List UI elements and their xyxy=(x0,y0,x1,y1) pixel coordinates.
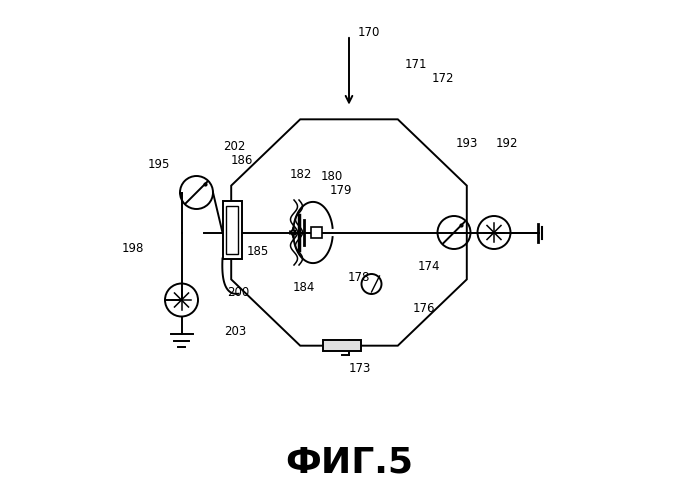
Text: 171: 171 xyxy=(405,58,427,71)
Text: 203: 203 xyxy=(225,325,247,338)
Text: ФИГ.5: ФИГ.5 xyxy=(285,446,413,480)
Bar xyxy=(311,227,322,238)
Bar xyxy=(323,340,360,351)
Text: 200: 200 xyxy=(227,286,249,299)
Text: 180: 180 xyxy=(320,170,343,182)
Text: 193: 193 xyxy=(456,137,478,150)
Bar xyxy=(226,206,238,254)
Text: 170: 170 xyxy=(358,26,380,39)
Text: 186: 186 xyxy=(231,154,253,166)
Text: 172: 172 xyxy=(431,72,454,85)
Text: 184: 184 xyxy=(293,281,315,294)
Text: 178: 178 xyxy=(348,271,371,284)
Text: 195: 195 xyxy=(148,158,170,172)
Text: 185: 185 xyxy=(247,245,269,258)
Text: 173: 173 xyxy=(349,362,371,376)
Text: 176: 176 xyxy=(413,302,436,316)
Text: 192: 192 xyxy=(496,137,518,150)
Text: 182: 182 xyxy=(290,168,312,181)
Text: 202: 202 xyxy=(223,140,246,152)
Text: 174: 174 xyxy=(418,260,440,272)
Text: 198: 198 xyxy=(121,242,144,255)
Bar xyxy=(223,201,242,258)
Text: 179: 179 xyxy=(330,184,352,196)
